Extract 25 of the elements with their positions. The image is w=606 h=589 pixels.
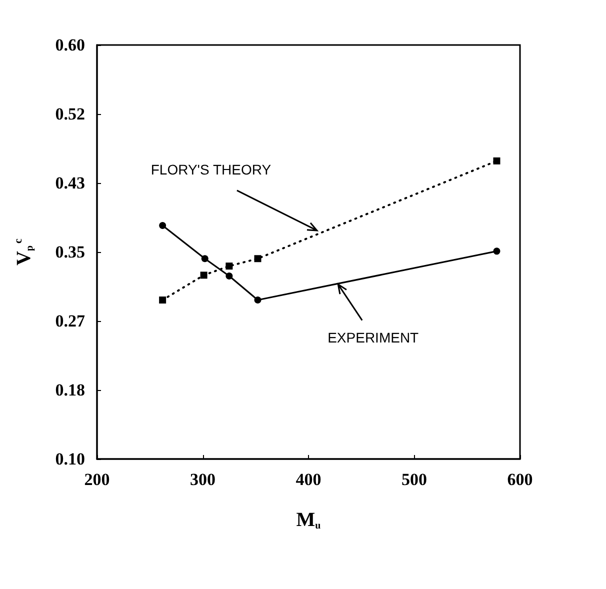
point [493,157,500,164]
y-tick-label: 0.10 [55,450,85,468]
point [159,222,166,229]
point [200,272,208,279]
point [254,255,262,262]
point [254,296,262,304]
annotation: FLORY'S THEORY [150,161,272,178]
y-tick-label: 0.43 [55,174,85,193]
y-tick-label: 0.52 [55,104,85,124]
x-tick-label: 600 [507,470,533,489]
point [226,262,233,270]
x-tick-label: 500 [402,470,427,489]
x-tick-label: 300 [190,470,216,489]
point [226,272,233,280]
annotation: EXPERIMENT [328,329,420,346]
y-axis-title: Vpc [12,238,36,266]
point [493,248,500,255]
x-tick-label: 200 [84,470,110,489]
x-tick-label: 400 [296,470,322,489]
y-tick-label: 0.18 [55,380,85,400]
y-tick-label: 0.35 [55,242,85,262]
y-tick-label: 0.27 [55,311,86,330]
point [159,296,166,304]
y-tick-label: 0.60 [55,36,85,54]
point [201,255,208,262]
